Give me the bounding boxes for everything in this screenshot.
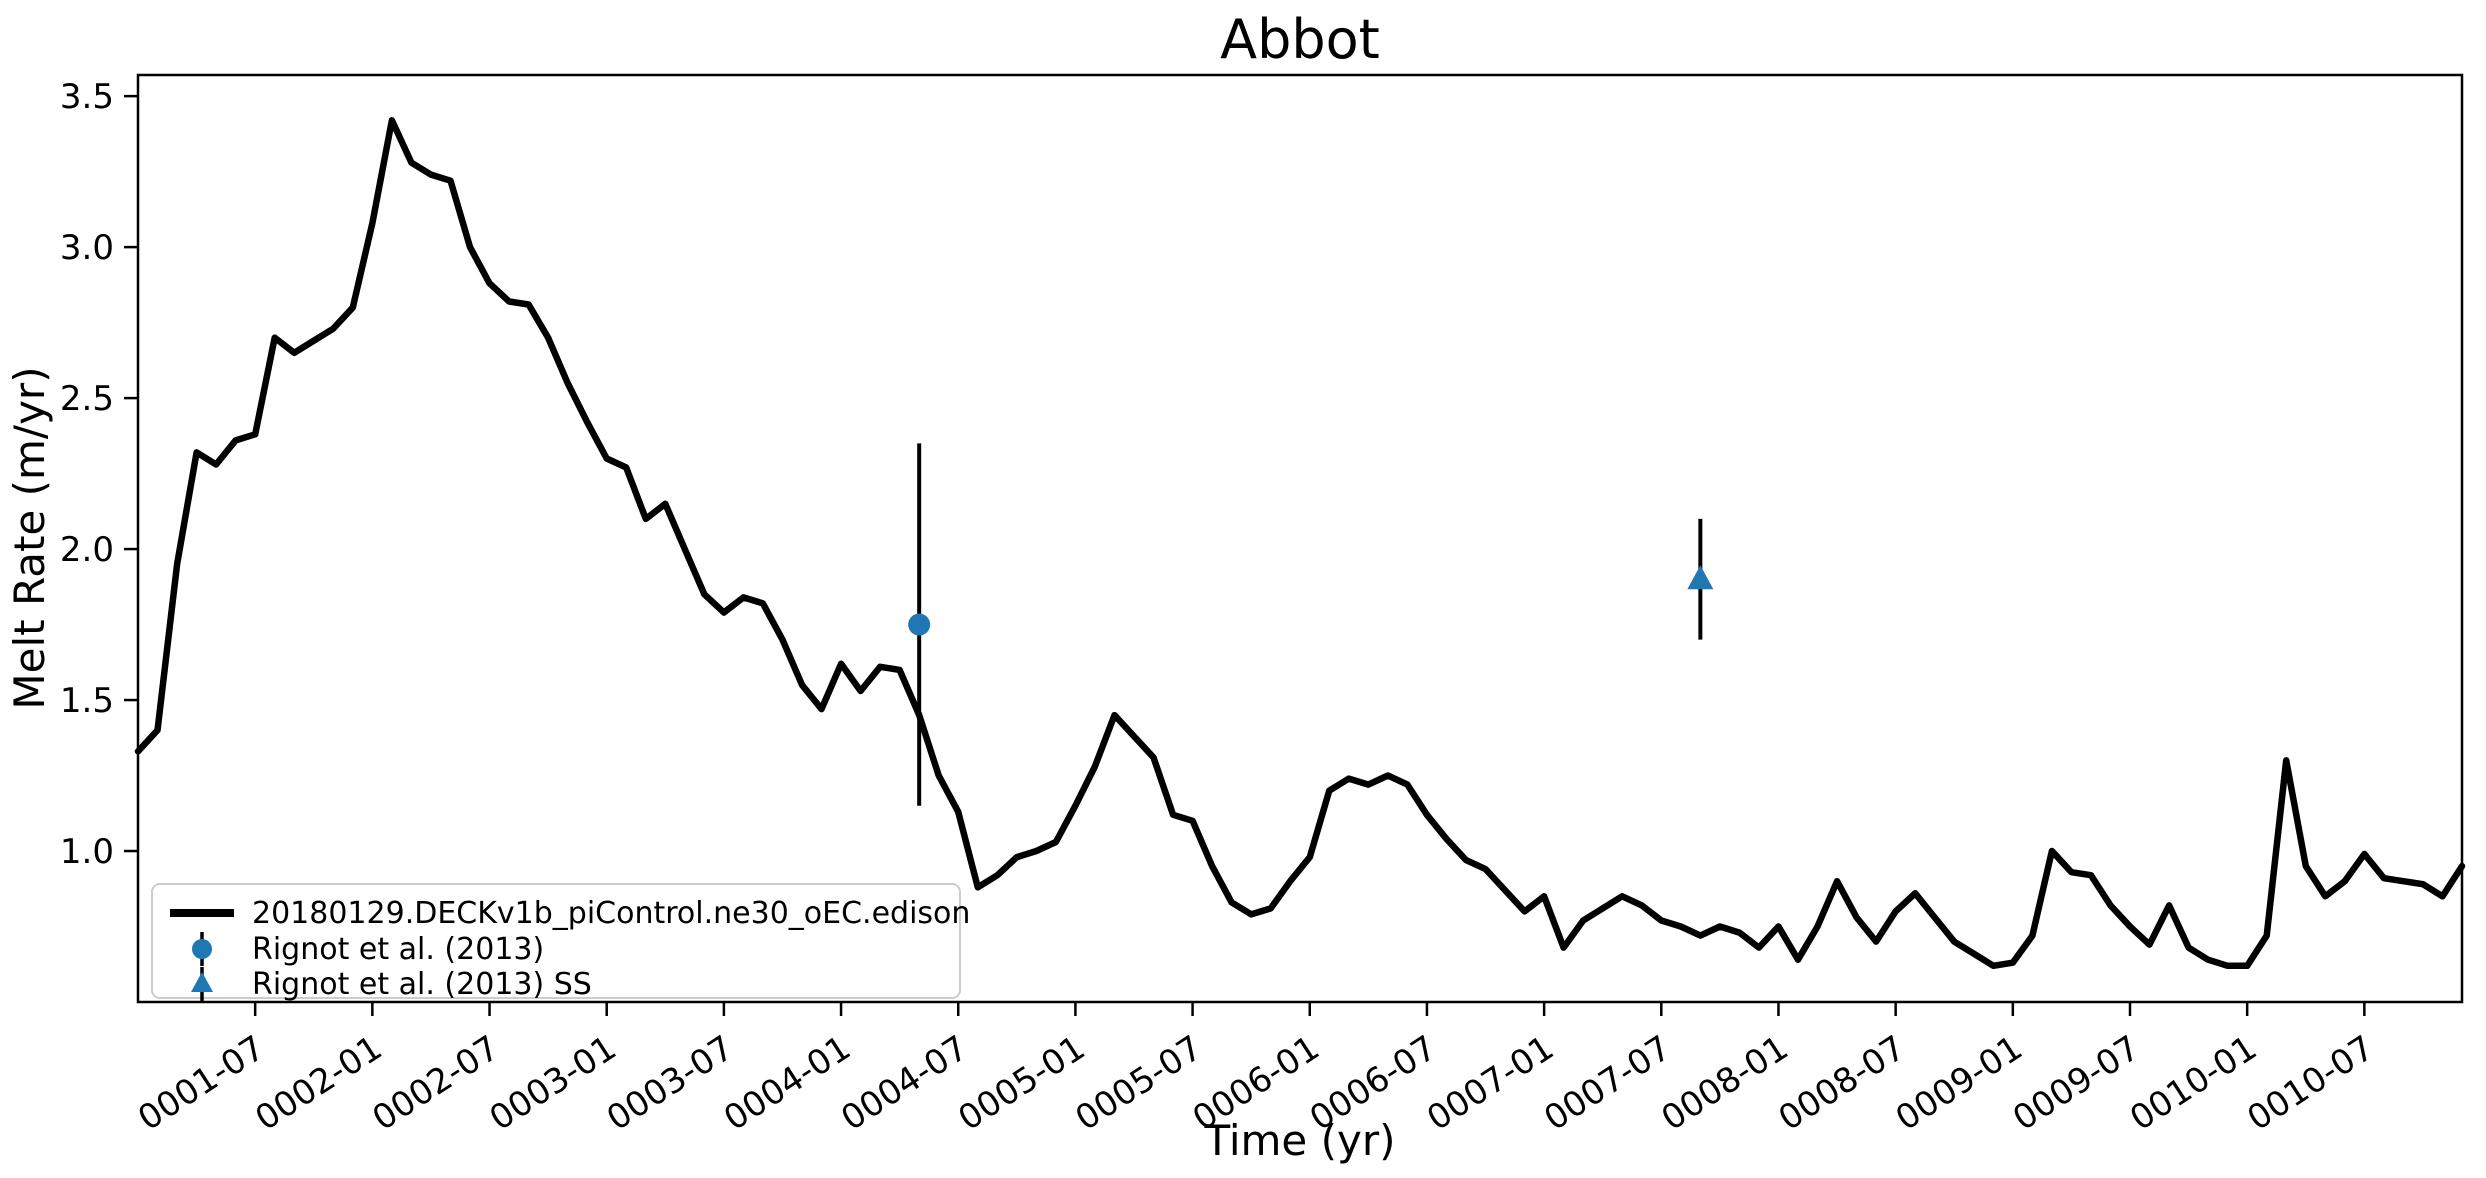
- x-tick-label: 0007-07: [1537, 1028, 1678, 1139]
- x-tick-label: 0008-07: [1772, 1028, 1913, 1139]
- y-tick-label: 2.5: [60, 379, 114, 419]
- obs-marker-circle: [908, 613, 931, 636]
- x-tick-label: 0008-01: [1654, 1028, 1795, 1139]
- legend-circle-marker-icon: [192, 939, 212, 959]
- x-tick-label: 0009-01: [1889, 1028, 2030, 1139]
- x-tick-label: 0009-07: [2006, 1028, 2147, 1139]
- y-tick-label: 2.0: [60, 530, 114, 570]
- series-layer: [134, 117, 2466, 970]
- x-tick-label: 0010-07: [2240, 1028, 2381, 1139]
- legend-label-rignot-ss: Rignot et al. (2013) SS: [252, 967, 592, 1002]
- legend: 20180129.DECKv1b_piControl.ne30_oEC.edis…: [151, 883, 970, 1002]
- x-tick-label: 0003-01: [483, 1028, 624, 1139]
- x-tick-label: 0004-07: [834, 1028, 975, 1139]
- x-tick-label: 0002-07: [366, 1028, 507, 1139]
- x-axis-label: Time (yr): [1203, 1116, 1395, 1165]
- x-tick-label: 0005-01: [951, 1028, 1092, 1139]
- x-tick-label: 0002-01: [248, 1028, 389, 1139]
- x-tick-label: 0005-07: [1069, 1028, 1210, 1139]
- y-axis-label: Melt Rate (m/yr): [5, 366, 54, 709]
- x-tick-label: 0003-07: [600, 1028, 741, 1139]
- legend-box: [151, 883, 961, 999]
- legend-label-picontrol: 20180129.DECKv1b_piControl.ne30_oEC.edis…: [252, 896, 970, 931]
- series-line-picontrol: [134, 117, 2466, 970]
- y-tick-label: 3.5: [60, 77, 114, 117]
- x-tick-label: 0004-01: [717, 1028, 858, 1139]
- legend-label-rignot: Rignot et al. (2013): [252, 932, 544, 967]
- y-tick-label: 1.5: [60, 681, 114, 721]
- chart-title: Abbot: [1220, 8, 1380, 71]
- legend-triangle-marker-icon: [191, 972, 213, 992]
- obs-marker-triangle: [1687, 565, 1714, 590]
- x-tick-label: 0010-01: [2123, 1028, 2264, 1139]
- x-tick-label: 0001-07: [131, 1028, 272, 1139]
- y-tick-label: 3.0: [60, 228, 114, 268]
- x-tick-label: 0007-01: [1420, 1028, 1561, 1139]
- plot-frame: [136, 73, 2464, 1004]
- y-tick-label: 1.0: [60, 832, 114, 872]
